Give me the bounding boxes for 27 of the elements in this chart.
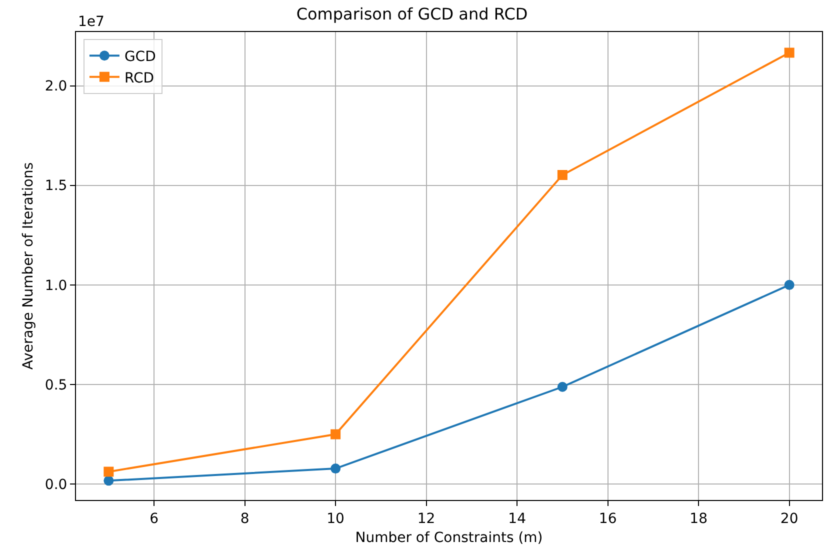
x-tick-label: 18	[690, 510, 708, 527]
legend-label: GCD	[124, 49, 156, 66]
point	[330, 429, 341, 440]
y-tick-label: 1.5	[44, 178, 68, 194]
point	[104, 466, 114, 477]
point	[104, 476, 114, 486]
y-tick-label: 0.0	[44, 476, 68, 493]
y-tick-label: 2.0	[44, 78, 68, 95]
x-tick-label: 20	[780, 510, 798, 527]
text: 1e7	[78, 14, 104, 30]
x-tick-label: 12	[417, 510, 436, 527]
x-tick-label: 10	[326, 510, 344, 527]
x-tick-label: 16	[598, 510, 617, 527]
x-axis-title: Number of Constraints (m)	[355, 530, 543, 546]
point	[557, 382, 568, 392]
point	[557, 170, 568, 180]
y-tick-label: 1.0	[44, 278, 68, 294]
point	[784, 48, 794, 58]
y-tick-label: 0.5	[44, 377, 68, 394]
x-tick-label: 6	[150, 510, 159, 527]
legend-label: RCD	[124, 70, 154, 86]
point	[784, 280, 794, 290]
chart-title: Comparison of GCD and RCD	[296, 4, 528, 24]
y-axis-title: Average Number of Iterations	[20, 162, 37, 370]
point	[330, 464, 341, 474]
x-tick-label: 8	[240, 510, 250, 527]
x-tick-label: 14	[508, 510, 526, 527]
